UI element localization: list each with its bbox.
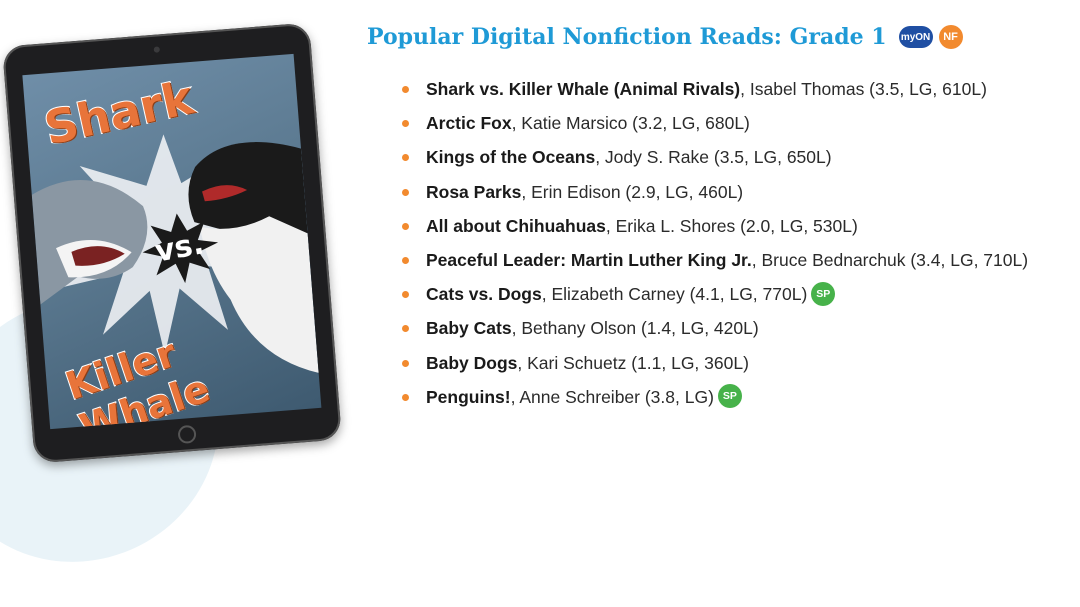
book-title: Penguins! bbox=[426, 386, 511, 407]
nf-badge: NF bbox=[938, 25, 963, 49]
sp-badge: SP bbox=[811, 281, 836, 306]
book-list-item: Penguins!, Anne Schreiber (3.8, LG) SP bbox=[400, 384, 1028, 418]
book-title: Peaceful Leader: Martin Luther King Jr. bbox=[426, 249, 752, 270]
book-list: Shark vs. Killer Whale (Animal Rivals), … bbox=[400, 76, 1028, 418]
book-details: , Anne Schreiber (3.8, LG) bbox=[510, 386, 714, 407]
bullet-icon bbox=[402, 120, 409, 128]
page-title: Popular Digital Nonfiction Reads: Grade … bbox=[367, 24, 887, 50]
book-title: Baby Dogs bbox=[426, 352, 518, 373]
page-heading: Popular Digital Nonfiction Reads: Grade … bbox=[367, 18, 963, 56]
book-list-item: Arctic Fox, Katie Marsico (3.2, LG, 680L… bbox=[400, 110, 1028, 144]
book-title: Shark vs. Killer Whale (Animal Rivals) bbox=[426, 79, 741, 99]
book-details: , Kari Schuetz (1.1, LG, 360L) bbox=[517, 352, 749, 373]
book-list-item: Rosa Parks, Erin Edison (2.9, LG, 460L) bbox=[400, 179, 1028, 213]
bullet-icon bbox=[402, 359, 409, 367]
cover-artwork bbox=[31, 134, 319, 373]
book-details: , Jody S. Rake (3.5, LG, 650L) bbox=[595, 147, 832, 168]
bullet-icon bbox=[402, 291, 409, 299]
book-details: , Bethany Olson (1.4, LG, 420L) bbox=[511, 318, 759, 339]
bullet-icon bbox=[402, 256, 409, 264]
book-details: , Erin Edison (2.9, LG, 460L) bbox=[521, 181, 744, 202]
vs-burst-shape bbox=[142, 213, 219, 284]
book-list-item: Kings of the Oceans, Jody S. Rake (3.5, … bbox=[400, 144, 1028, 178]
bullet-icon bbox=[402, 325, 409, 333]
book-details: , Katie Marsico (3.2, LG, 680L) bbox=[511, 113, 750, 134]
book-title: Arctic Fox bbox=[426, 113, 512, 134]
bullet-icon bbox=[402, 154, 409, 162]
book-list-item: Baby Dogs, Kari Schuetz (1.1, LG, 360L) bbox=[400, 350, 1028, 384]
sp-badge: SP bbox=[717, 384, 742, 409]
book-title: Kings of the Oceans bbox=[426, 147, 596, 168]
book-list-item: Shark vs. Killer Whale (Animal Rivals), … bbox=[400, 76, 1028, 110]
bullet-icon bbox=[402, 222, 409, 230]
book-details: , Erika L. Shores (2.0, LG, 530L) bbox=[605, 215, 858, 236]
book-title: Cats vs. Dogs bbox=[426, 284, 542, 305]
myon-badge: myON bbox=[898, 26, 933, 48]
book-list-item: Cats vs. Dogs, Elizabeth Carney (4.1, LG… bbox=[400, 281, 1028, 315]
book-cover: Shark vs. Killer Whale bbox=[22, 53, 322, 430]
bullet-icon bbox=[402, 188, 409, 196]
book-details: , Bruce Bednarchuk (3.4, LG, 710L) bbox=[751, 249, 1029, 270]
book-list-item: Baby Cats, Bethany Olson (1.4, LG, 420L) bbox=[400, 315, 1028, 349]
cover-vs-label: vs. bbox=[152, 225, 207, 270]
book-title: All about Chihuahuas bbox=[426, 215, 606, 236]
book-list-item: All about Chihuahuas, Erika L. Shores (2… bbox=[400, 213, 1028, 247]
tablet-device: Shark vs. Killer Whale bbox=[2, 22, 342, 464]
book-title: Baby Cats bbox=[426, 318, 512, 339]
book-details: , Isabel Thomas (3.5, LG, 610L) bbox=[740, 79, 987, 99]
book-list-item: Peaceful Leader: Martin Luther King Jr.,… bbox=[400, 247, 1028, 281]
book-title: Rosa Parks bbox=[426, 181, 522, 202]
book-details: , Elizabeth Carney (4.1, LG, 770L) bbox=[541, 284, 808, 305]
bullet-icon bbox=[402, 86, 409, 93]
bullet-icon bbox=[402, 393, 409, 401]
